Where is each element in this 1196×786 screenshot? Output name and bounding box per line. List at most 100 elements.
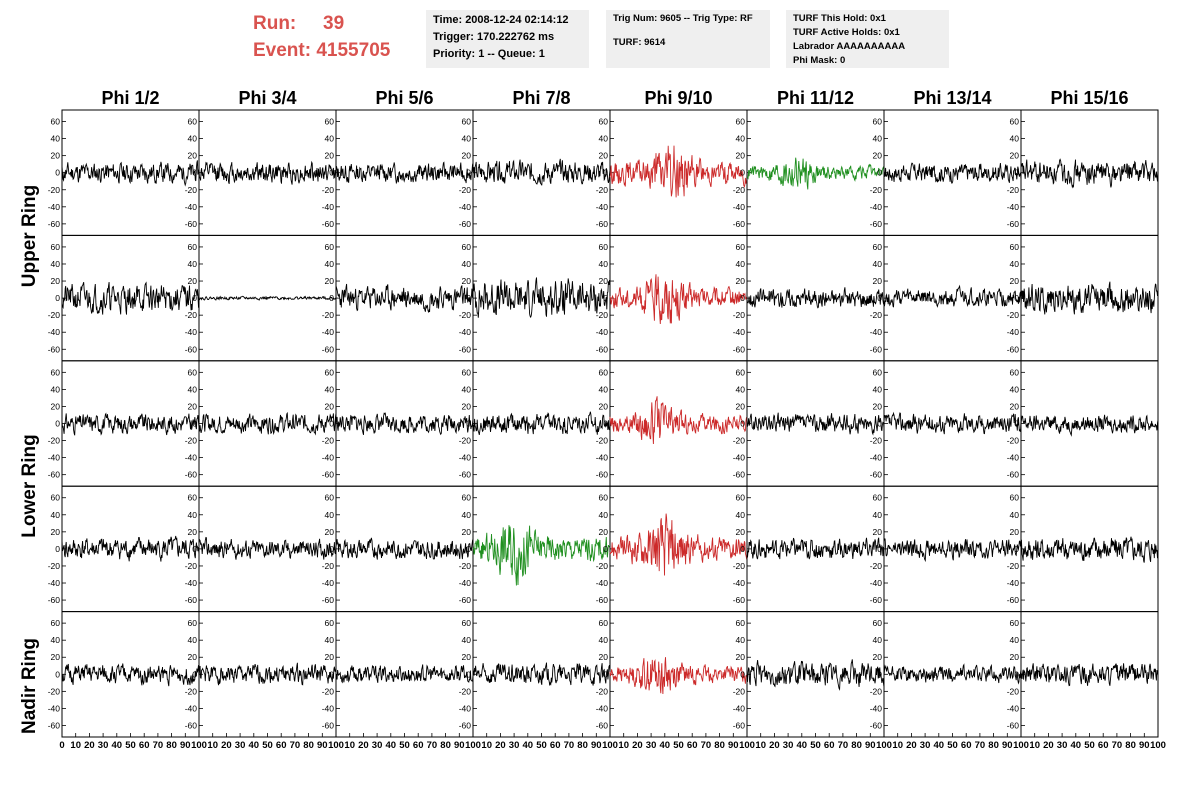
y-tick-label: -40 — [185, 578, 198, 588]
y-tick-label: 60 — [736, 117, 746, 127]
x-tick-label: 90 — [454, 740, 465, 751]
x-tick-label: 20 — [906, 740, 917, 751]
y-tick-label: 60 — [188, 493, 198, 503]
y-tick-label: -40 — [870, 578, 883, 588]
y-tick-label: 0 — [603, 293, 608, 303]
y-tick-label: 20 — [736, 151, 746, 161]
y-tick-label: -40 — [185, 327, 198, 337]
y-tick-label: 60 — [462, 117, 472, 127]
priority-text: Priority: 1 -- Queue: 1 — [433, 48, 545, 60]
x-tick-label: 70 — [290, 740, 301, 751]
waveform-trace — [1020, 281, 1159, 315]
y-tick-label: 20 — [51, 151, 61, 161]
y-tick-label: -20 — [1007, 436, 1020, 446]
y-tick-label: 40 — [599, 384, 609, 394]
x-tick-label: 50 — [399, 740, 410, 751]
y-tick-label: 40 — [736, 510, 746, 520]
x-tick-label: 20 — [495, 740, 506, 751]
waveform-trace — [61, 412, 200, 436]
y-tick-label: -20 — [733, 686, 746, 696]
y-tick-label: 20 — [736, 527, 746, 537]
x-tick-label: 90 — [317, 740, 328, 751]
x-tick-label: 100 — [602, 740, 618, 751]
y-tick-label: 0 — [192, 669, 197, 679]
y-tick-label: -60 — [870, 720, 883, 730]
x-tick-label: 20 — [358, 740, 369, 751]
y-tick-label: 60 — [599, 618, 609, 628]
waveform-trace — [1020, 536, 1159, 563]
y-tick-label: 40 — [873, 384, 883, 394]
run-value: 39 — [323, 13, 345, 34]
x-tick-label: 30 — [783, 740, 794, 751]
waveform-trace — [746, 537, 885, 560]
y-tick-label: 60 — [1010, 367, 1020, 377]
y-tick-label: -20 — [322, 686, 335, 696]
y-tick-label: -20 — [733, 561, 746, 571]
y-tick-label: 20 — [736, 401, 746, 411]
column-header: Phi 1/2 — [101, 88, 159, 108]
x-tick-label: 60 — [824, 740, 835, 751]
x-tick-label: 70 — [975, 740, 986, 751]
y-tick-label: -40 — [48, 202, 61, 212]
y-tick-label: 60 — [51, 493, 61, 503]
y-tick-label: 0 — [1014, 419, 1019, 429]
y-tick-label: -40 — [870, 703, 883, 713]
y-tick-label: -20 — [1007, 561, 1020, 571]
y-tick-label: 40 — [188, 259, 198, 269]
panel-frame — [883, 109, 1022, 236]
x-tick-label: 50 — [673, 740, 684, 751]
x-tick-label: 10 — [892, 740, 903, 751]
x-tick-label: 50 — [262, 740, 273, 751]
y-tick-label: -40 — [1007, 703, 1020, 713]
y-tick-label: 60 — [736, 493, 746, 503]
y-tick-label: -20 — [596, 310, 609, 320]
y-tick-label: 60 — [1010, 242, 1020, 252]
y-tick-label: -40 — [322, 327, 335, 337]
y-tick-label: -40 — [48, 578, 61, 588]
y-tick-label: 60 — [462, 618, 472, 628]
event-value: 4155705 — [316, 40, 391, 61]
y-tick-label: -40 — [1007, 453, 1020, 463]
y-tick-label: 40 — [462, 134, 472, 144]
y-tick-label: -40 — [459, 703, 472, 713]
y-tick-label: 0 — [877, 669, 882, 679]
y-tick-label: 20 — [873, 527, 883, 537]
waveform-trace — [883, 538, 1022, 563]
y-tick-label: -60 — [48, 344, 61, 354]
y-tick-label: 40 — [1010, 510, 1020, 520]
x-tick-label: 40 — [112, 740, 123, 751]
x-tick-label: 30 — [1057, 740, 1068, 751]
trig-info-box: Trig Num: 9605 -- Trig Type: RF TURF: 96… — [606, 10, 770, 68]
x-tick-label: 30 — [509, 740, 520, 751]
y-tick-label: -60 — [1007, 595, 1020, 605]
waveform-trace — [198, 160, 337, 185]
x-tick-label: 50 — [810, 740, 821, 751]
waveform-trace — [61, 663, 200, 687]
x-tick-label: 70 — [427, 740, 438, 751]
x-tick-label: 100 — [328, 740, 344, 751]
panel-frame — [746, 485, 885, 613]
x-tick-label: 30 — [646, 740, 657, 751]
column-header: Phi 15/16 — [1050, 88, 1128, 108]
y-tick-label: 20 — [1010, 652, 1020, 662]
y-tick-label: -40 — [1007, 202, 1020, 212]
y-tick-label: -40 — [1007, 578, 1020, 588]
y-tick-label: -60 — [596, 720, 609, 730]
y-tick-label: 40 — [873, 510, 883, 520]
y-tick-label: -20 — [48, 436, 61, 446]
y-tick-label: 60 — [599, 117, 609, 127]
x-tick-label: 90 — [591, 740, 602, 751]
x-tick-label: 50 — [1084, 740, 1095, 751]
y-tick-label: -20 — [185, 185, 198, 195]
y-tick-label: 20 — [462, 276, 472, 286]
x-tick-label: 10 — [481, 740, 492, 751]
x-tick-label: 10 — [344, 740, 355, 751]
y-tick-label: -40 — [459, 327, 472, 337]
y-tick-label: 20 — [599, 652, 609, 662]
y-tick-label: 40 — [599, 134, 609, 144]
y-tick-label: -40 — [322, 453, 335, 463]
y-tick-label: -60 — [596, 470, 609, 480]
y-tick-label: -60 — [733, 344, 746, 354]
y-tick-label: -40 — [48, 327, 61, 337]
y-tick-label: -40 — [733, 578, 746, 588]
